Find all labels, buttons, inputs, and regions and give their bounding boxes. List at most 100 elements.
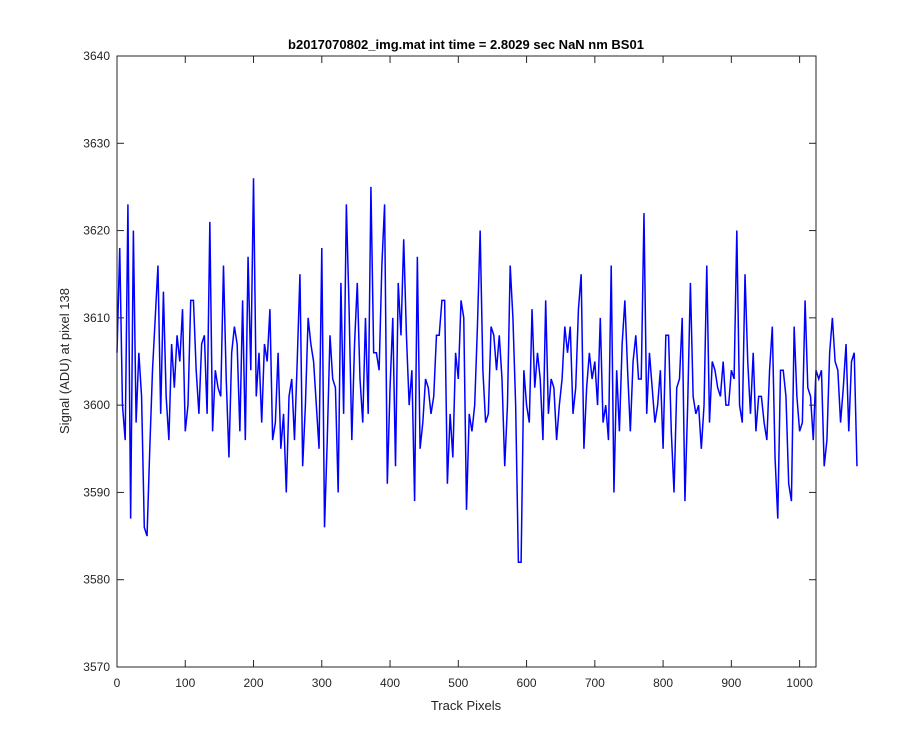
- data-point: [542, 439, 544, 441]
- data-point: [507, 404, 509, 406]
- data-point: [395, 465, 397, 467]
- data-point: [777, 518, 779, 520]
- data-point: [422, 422, 424, 424]
- data-point: [452, 457, 454, 459]
- data-point: [649, 352, 651, 354]
- data-point: [482, 369, 484, 371]
- data-point: [220, 396, 222, 398]
- data-point: [373, 352, 375, 354]
- data-point: [698, 404, 700, 406]
- data-point: [731, 369, 733, 371]
- data-point: [556, 439, 558, 441]
- data-point: [610, 265, 612, 267]
- data-point: [245, 439, 247, 441]
- data-point: [370, 186, 372, 188]
- data-point: [133, 230, 135, 232]
- data-point: [447, 483, 449, 485]
- data-point: [195, 369, 197, 371]
- data-point: [242, 300, 244, 302]
- data-point: [212, 431, 214, 433]
- data-point: [651, 387, 653, 389]
- data-point: [714, 369, 716, 371]
- y-axis-title: Signal (ADU) at pixel 138: [57, 288, 72, 434]
- data-point: [752, 352, 754, 354]
- data-point: [460, 300, 462, 302]
- data-point: [474, 404, 476, 406]
- data-point: [616, 369, 618, 371]
- data-point: [356, 282, 358, 284]
- data-point: [130, 518, 132, 520]
- data-point: [498, 335, 500, 337]
- data-point: [266, 361, 268, 363]
- data-point: [747, 361, 749, 363]
- data-point: [419, 448, 421, 450]
- data-point: [722, 361, 724, 363]
- data-point: [772, 326, 774, 328]
- data-point: [160, 413, 162, 415]
- data-point: [548, 413, 550, 415]
- data-point: [408, 404, 410, 406]
- data-point: [692, 396, 694, 398]
- y-tick-label: 3580: [83, 573, 110, 587]
- data-point: [258, 352, 260, 354]
- data-point: [695, 413, 697, 415]
- data-point: [381, 265, 383, 267]
- data-point: [307, 317, 309, 319]
- data-point: [190, 300, 192, 302]
- chart-title: b2017070802_img.mat int time = 2.8029 se…: [288, 37, 644, 52]
- y-axis: 3570 3580 3590 3600 3610 3620 3630 3640: [83, 49, 816, 674]
- data-point: [378, 369, 380, 371]
- data-point: [463, 317, 465, 319]
- data-point: [485, 422, 487, 424]
- y-tick-label: 3600: [83, 398, 110, 412]
- plot-area: [117, 56, 816, 667]
- data-point: [594, 361, 596, 363]
- data-point: [471, 431, 473, 433]
- data-point: [403, 239, 405, 241]
- data-point: [488, 413, 490, 415]
- data-point: [561, 378, 563, 380]
- data-point: [523, 369, 525, 371]
- data-point: [384, 204, 386, 206]
- data-point: [796, 396, 798, 398]
- data-point: [414, 500, 416, 502]
- data-point: [782, 369, 784, 371]
- x-tick-label: 400: [380, 676, 400, 690]
- data-point: [411, 369, 413, 371]
- data-point: [337, 492, 339, 494]
- data-point: [591, 378, 593, 380]
- x-tick-label: 300: [312, 676, 332, 690]
- data-point: [578, 308, 580, 310]
- data-point: [843, 387, 845, 389]
- data-point: [367, 413, 369, 415]
- data-point: [397, 282, 399, 284]
- data-point: [837, 369, 839, 371]
- data-point: [853, 352, 855, 354]
- x-axis-title: Track Pixels: [431, 698, 502, 713]
- data-point: [567, 352, 569, 354]
- data-point: [529, 422, 531, 424]
- data-point: [670, 431, 672, 433]
- data-point: [449, 413, 451, 415]
- data-point: [534, 387, 536, 389]
- data-point: [168, 439, 170, 441]
- data-point: [179, 361, 181, 363]
- data-point: [586, 387, 588, 389]
- data-point: [261, 422, 263, 424]
- data-point: [725, 404, 727, 406]
- data-point: [717, 387, 719, 389]
- data-point: [272, 439, 274, 441]
- data-point: [657, 404, 659, 406]
- data-point: [318, 448, 320, 450]
- data-point: [444, 300, 446, 302]
- data-point: [804, 300, 806, 302]
- data-point: [343, 413, 345, 415]
- data-point: [354, 343, 356, 345]
- data-point: [810, 396, 812, 398]
- y-tick-label: 3590: [83, 485, 110, 499]
- data-point: [250, 369, 252, 371]
- data-point: [553, 387, 555, 389]
- data-point: [119, 247, 121, 249]
- data-point: [204, 335, 206, 337]
- data-point: [662, 448, 664, 450]
